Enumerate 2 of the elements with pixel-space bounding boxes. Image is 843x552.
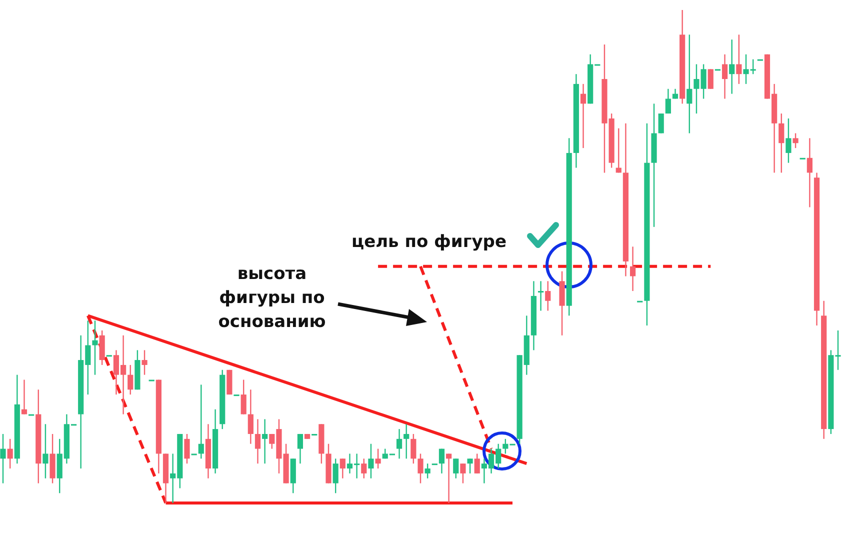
annotation: цель по фигуре — [351, 232, 507, 252]
annotation: высота фигуры по основанию — [218, 264, 326, 332]
